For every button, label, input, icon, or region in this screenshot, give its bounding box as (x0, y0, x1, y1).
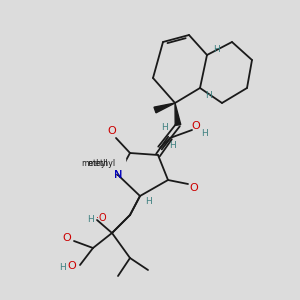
Text: O: O (63, 233, 71, 243)
Text: O: O (192, 121, 200, 131)
Text: H: H (206, 92, 212, 100)
Text: H: H (58, 262, 65, 272)
Bar (125, 195, 150, 220)
Text: O: O (68, 261, 76, 271)
Text: H: H (169, 140, 176, 149)
Polygon shape (175, 103, 181, 125)
Text: methyl: methyl (82, 160, 108, 169)
Text: O: O (108, 126, 116, 136)
Text: H: H (213, 46, 219, 55)
Text: methyl: methyl (87, 160, 115, 169)
Text: N: N (114, 170, 122, 180)
Polygon shape (154, 103, 175, 113)
Text: O: O (190, 183, 198, 193)
Text: H: H (146, 196, 152, 206)
Text: H: H (88, 214, 94, 224)
Text: N: N (114, 170, 122, 180)
Text: H: H (162, 122, 168, 131)
Text: H: H (201, 128, 207, 137)
Bar (80, 158, 125, 173)
Text: ·O: ·O (96, 213, 106, 223)
